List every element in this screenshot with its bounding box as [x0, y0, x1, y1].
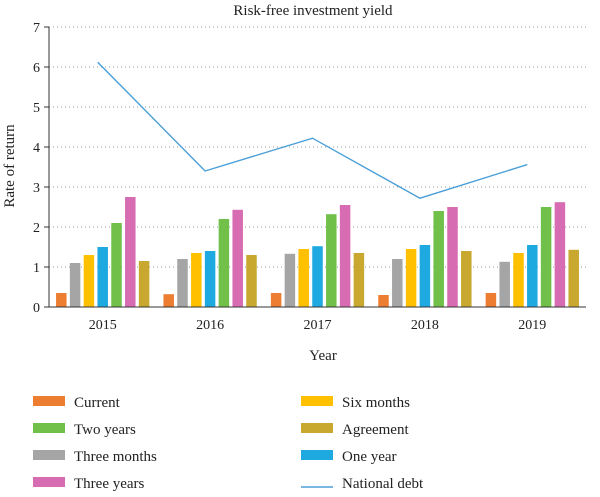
y-axis-ticks: 0 1 2 3 4 5 6 7 — [33, 21, 49, 316]
y-tick-label: 5 — [33, 101, 40, 116]
bar-six-months — [191, 253, 202, 307]
x-axis-ticks: 2015 2016 2017 2018 2019 — [89, 318, 547, 333]
x-axis-label: Year — [309, 348, 337, 364]
y-tick-label: 2 — [33, 221, 40, 236]
bar-agreement — [353, 253, 365, 307]
line-national-debt — [97, 61, 528, 199]
x-tick-label: 2019 — [518, 318, 546, 333]
legend-label-one-year: One year — [342, 449, 397, 465]
bar-six-months — [405, 249, 417, 307]
bar-two-years — [111, 223, 122, 307]
legend-swatch-agreement — [301, 423, 333, 433]
y-tick-label: 0 — [33, 301, 40, 316]
y-tick-label: 3 — [33, 181, 40, 196]
bar-current — [378, 295, 389, 307]
bar-current — [270, 293, 282, 307]
legend-swatch-two-years — [33, 423, 65, 433]
bar-six-months — [83, 255, 95, 307]
bar-agreement — [461, 251, 472, 307]
y-axis-label: Rate of return — [2, 124, 18, 208]
line-series — [97, 61, 528, 199]
legend-swatch-current — [33, 396, 65, 406]
bar-three-years — [339, 205, 351, 307]
bar-three-years — [554, 202, 566, 307]
bar-one-year — [312, 246, 323, 307]
legend: Current Two years Three months Three years S… — [33, 395, 424, 492]
y-tick-label: 6 — [33, 61, 40, 76]
chart-title: Risk-free investment yield — [233, 3, 393, 19]
bar-three-years — [125, 197, 136, 307]
x-tick-label: 2015 — [89, 318, 117, 333]
bar-two-years — [326, 214, 337, 307]
legend-label-national-debt: National debt — [342, 476, 424, 492]
x-tick-label: 2017 — [304, 318, 332, 333]
legend-swatch-one-year — [301, 450, 333, 460]
bar-three-months — [177, 259, 188, 307]
bar-one-year — [204, 251, 216, 307]
bar-agreement — [138, 261, 150, 307]
bar-two-years — [433, 211, 444, 307]
y-tick-label: 7 — [33, 21, 40, 36]
bar-six-months — [298, 249, 309, 307]
legend-swatch-three-years — [33, 477, 65, 487]
legend-label-two-years: Two years — [74, 422, 136, 438]
bar-agreement — [568, 249, 579, 307]
bar-three-years — [447, 207, 458, 307]
bar-one-year — [97, 247, 108, 307]
bar-three-months — [392, 259, 403, 307]
bar-one-year — [419, 245, 431, 307]
legend-label-six-months: Six months — [342, 395, 410, 411]
bar-three-years — [232, 209, 243, 307]
x-tick-label: 2016 — [196, 318, 224, 333]
legend-label-three-years: Three years — [74, 476, 145, 492]
bar-current — [163, 294, 174, 307]
bar-agreement — [246, 255, 257, 307]
y-tick-label: 4 — [33, 141, 40, 156]
legend-label-three-months: Three months — [74, 449, 157, 465]
bar-three-months — [284, 253, 296, 307]
legend-swatch-three-months — [33, 450, 65, 460]
bar-current — [485, 293, 497, 307]
legend-swatch-six-months — [301, 396, 333, 406]
bar-one-year — [527, 245, 538, 307]
bar-two-years — [540, 207, 552, 307]
legend-label-agreement: Agreement — [342, 422, 409, 438]
y-tick-label: 1 — [33, 261, 40, 276]
bar-current — [56, 293, 67, 307]
bar-two-years — [218, 219, 230, 307]
legend-label-current: Current — [74, 395, 121, 411]
bar-six-months — [513, 253, 524, 307]
bar-three-months — [499, 261, 510, 307]
bar-three-months — [69, 263, 81, 307]
x-tick-label: 2018 — [411, 318, 439, 333]
bars — [56, 197, 579, 307]
